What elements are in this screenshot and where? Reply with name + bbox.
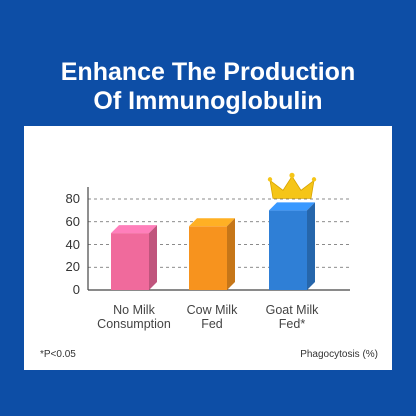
crown-icon: [269, 175, 315, 199]
chart-title: Enhance The Production Of Immunoglobulin: [0, 58, 416, 116]
metric-label: Phagocytosis (%): [300, 349, 378, 360]
chart-card: 0 20 40 60 80 No Milk Consumption Cow Milk Fed…: [24, 126, 392, 370]
bar: [189, 226, 227, 290]
bar-top: [269, 202, 315, 211]
bar-side: [227, 218, 235, 290]
y-tick-label: 60: [65, 213, 80, 229]
crown-jewel: [289, 172, 295, 178]
significance-footnote: *P<0.05: [40, 349, 76, 360]
bar-side: [149, 225, 157, 290]
x-category-label: No Milk Consumption: [97, 303, 171, 331]
bar-side: [307, 202, 315, 290]
title-line-1: Enhance The Production: [60, 58, 356, 86]
y-tick-label: 0: [72, 282, 80, 297]
y-tick-label: 20: [65, 259, 80, 275]
bar-top: [189, 218, 235, 227]
x-category-label: Cow Milk Fed: [186, 303, 238, 331]
y-tick-label: 40: [65, 236, 80, 252]
crown-jewel: [311, 177, 317, 182]
x-category-label: Goat Milk Fed*: [265, 303, 319, 331]
y-tick-label: 80: [65, 191, 80, 206]
bar-top: [111, 225, 157, 234]
bar: [111, 233, 149, 290]
title-line-2: Of Immunoglobulin: [93, 87, 323, 115]
bar-chart: [87, 172, 350, 291]
crown-jewel: [267, 177, 273, 182]
bar: [269, 210, 307, 290]
